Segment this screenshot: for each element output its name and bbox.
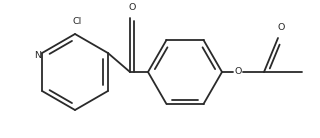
- Text: O: O: [128, 3, 136, 13]
- Text: O: O: [277, 23, 285, 33]
- Text: N: N: [35, 51, 42, 59]
- Text: O: O: [234, 67, 242, 76]
- Text: Cl: Cl: [72, 17, 82, 26]
